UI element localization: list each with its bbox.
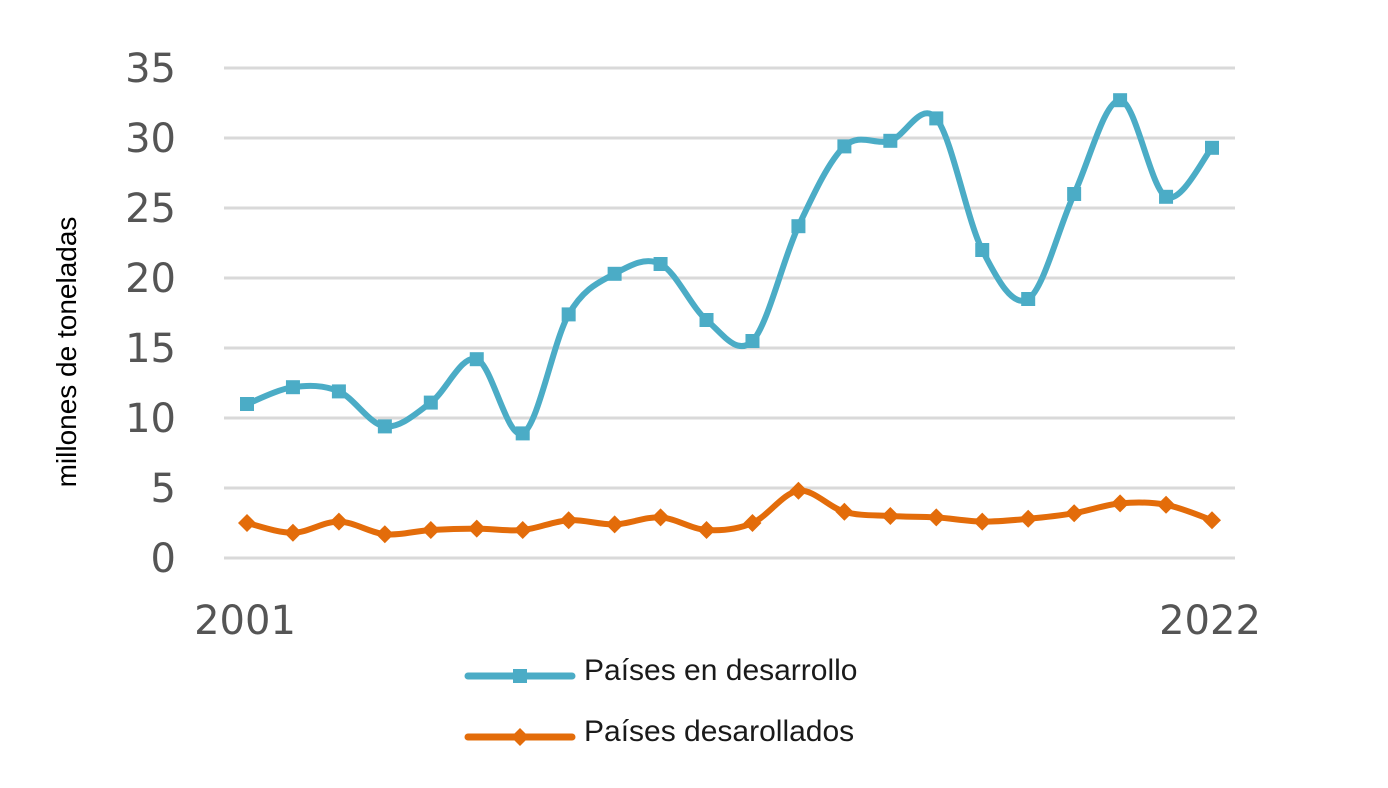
data-point: [515, 426, 530, 441]
legend-label: Países desarollados: [584, 715, 854, 748]
data-point: [1111, 494, 1130, 513]
data-point: [975, 243, 990, 257]
data-point: [421, 521, 440, 539]
data-point: [653, 257, 668, 271]
legend-label: Países en desarrollo: [584, 654, 858, 687]
y-tick-label: 35: [125, 46, 176, 92]
legend-marker: [513, 669, 527, 683]
y-tick-labels: 0 5 10 15 20 25 30 35: [125, 46, 176, 582]
data-point: [699, 313, 714, 327]
series-group: [238, 93, 1221, 544]
legend-item: Países en desarrollo: [464, 654, 858, 687]
data-point: [238, 514, 256, 532]
data-point: [1065, 504, 1084, 523]
data-point: [240, 397, 254, 411]
y-axis-label: millones de toneladas: [51, 217, 82, 488]
x-tick-label: 2001: [194, 598, 296, 644]
data-point: [607, 266, 622, 281]
data-point: [329, 512, 348, 531]
data-point: [743, 514, 762, 532]
data-point: [1159, 189, 1174, 204]
data-point: [285, 380, 300, 395]
data-point: [697, 521, 716, 539]
data-point: [1205, 140, 1219, 155]
data-point: [881, 507, 900, 525]
y-tick-label: 20: [125, 256, 176, 302]
series-line: [244, 97, 1215, 437]
y-tick-label: 30: [125, 116, 176, 162]
y-tick-label: 15: [125, 326, 176, 372]
data-point: [883, 133, 898, 148]
legend-marker: [511, 728, 529, 746]
x-tick-labels: 2001 2022: [194, 598, 1261, 644]
data-point: [1067, 187, 1082, 201]
data-point: [513, 521, 532, 539]
legend: Países en desarrollo Países desarollados: [464, 654, 858, 748]
data-point: [651, 508, 670, 527]
data-point: [605, 515, 624, 534]
y-tick-label: 0: [151, 536, 176, 582]
data-point: [423, 395, 438, 410]
gridlines: [224, 66, 1235, 560]
y-tick-label: 5: [151, 466, 176, 512]
data-point: [791, 219, 806, 234]
data-point: [1113, 93, 1128, 108]
legend-item: Países desarollados: [464, 715, 854, 748]
series-developed: [238, 481, 1221, 544]
data-point: [789, 481, 808, 500]
data-point: [377, 419, 392, 434]
data-point: [559, 511, 578, 530]
data-point: [283, 523, 302, 542]
data-point: [837, 139, 852, 154]
data-point: [331, 384, 346, 399]
data-point: [467, 519, 486, 538]
data-point: [929, 111, 944, 126]
data-point: [561, 307, 576, 322]
series-line: [244, 487, 1215, 538]
x-tick-label: 2022: [1159, 598, 1261, 644]
y-tick-label: 25: [125, 186, 176, 232]
data-point: [927, 508, 946, 527]
data-point: [745, 334, 760, 348]
data-point: [1021, 292, 1036, 306]
data-point: [973, 512, 992, 531]
data-point: [835, 502, 854, 521]
series-developing: [240, 93, 1219, 441]
data-point: [1157, 495, 1176, 514]
data-point: [1019, 509, 1038, 528]
y-tick-label: 10: [125, 396, 176, 442]
data-point: [469, 352, 484, 367]
data-point: [375, 525, 394, 544]
data-point: [1203, 511, 1221, 530]
